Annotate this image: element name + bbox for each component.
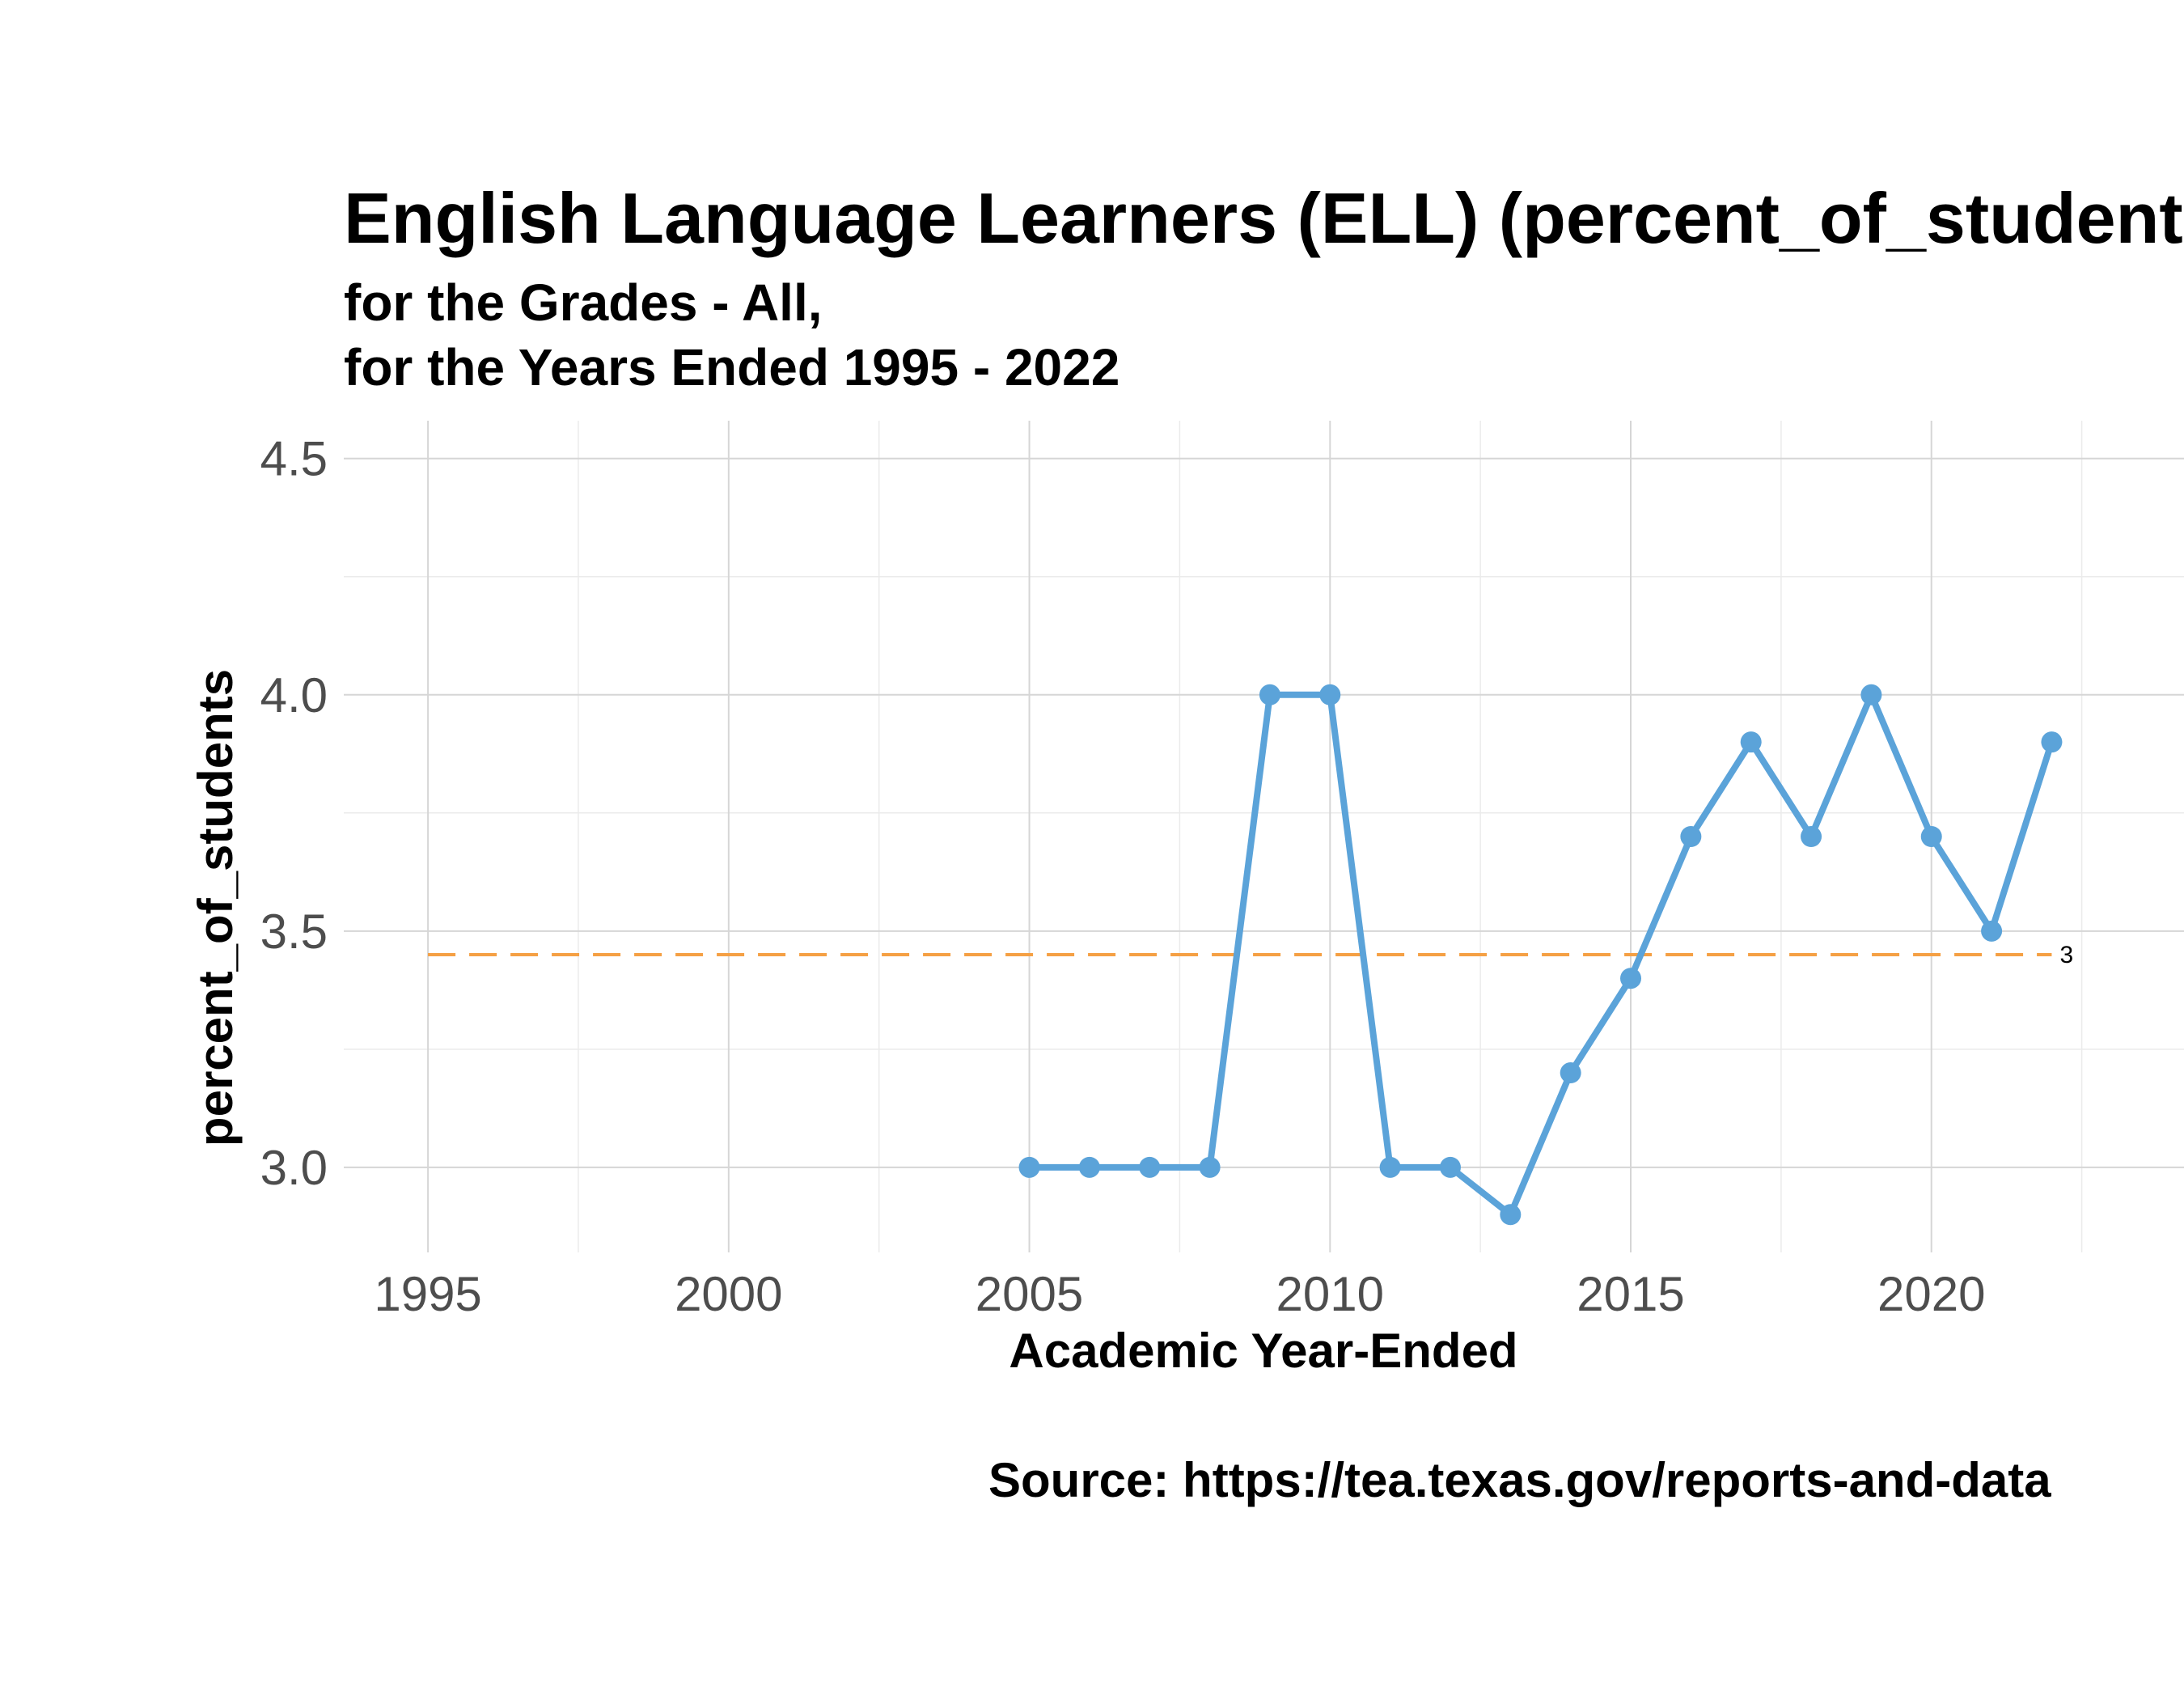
caption: Source: https://tea.texas.gov/reports-an…: [988, 1453, 2051, 1507]
data-point: [1740, 731, 1762, 753]
data-point: [1139, 1156, 1161, 1178]
data-point: [1981, 920, 2003, 942]
data-point: [1500, 1204, 1522, 1226]
data-point: [1560, 1062, 1581, 1084]
data-point: [1860, 684, 1882, 705]
grid: [344, 421, 2184, 1252]
data-point: [1078, 1156, 1100, 1178]
data-point: [1439, 1156, 1461, 1178]
data-point: [1018, 1156, 1040, 1178]
chart-title: English Language Learners (ELL) (percent…: [344, 178, 2184, 258]
y-axis-title: percent_of_students: [188, 669, 243, 1146]
data-point: [1199, 1156, 1221, 1178]
y-tick-label: 4.0: [260, 668, 328, 722]
chart-subtitle-line1: for the Grades - All,: [344, 273, 823, 332]
y-tick-label: 4.5: [260, 432, 328, 486]
y-tick-label: 3.0: [260, 1141, 328, 1195]
data-point: [1620, 968, 1642, 989]
data-point: [1319, 684, 1341, 705]
reference-line-label: 3: [2059, 942, 2073, 968]
data-point: [1259, 684, 1280, 705]
chart-subtitle-line2: for the Years Ended 1995 - 2022: [344, 338, 1120, 396]
x-tick-label: 1995: [374, 1267, 481, 1321]
data-point: [1801, 826, 1822, 847]
reference-line-group: 3: [428, 942, 2073, 968]
data-point: [1680, 826, 1702, 847]
data-point: [1920, 826, 1942, 847]
data-point: [1379, 1156, 1401, 1178]
x-axis-title: Academic Year-Ended: [1009, 1324, 1517, 1378]
y-tick-label: 3.5: [260, 905, 328, 959]
tick-labels: 1995 2000 2005 2010 2015 2020 3.0 3.5 4.0 4.5: [260, 432, 1986, 1321]
x-tick-label: 2020: [1877, 1267, 1985, 1321]
data-point: [2041, 731, 2063, 753]
series-group: [1018, 684, 2063, 1226]
x-tick-label: 2010: [1276, 1267, 1384, 1321]
x-tick-label: 2005: [976, 1267, 1083, 1321]
x-tick-label: 2000: [675, 1267, 782, 1321]
x-tick-label: 2015: [1577, 1267, 1684, 1321]
